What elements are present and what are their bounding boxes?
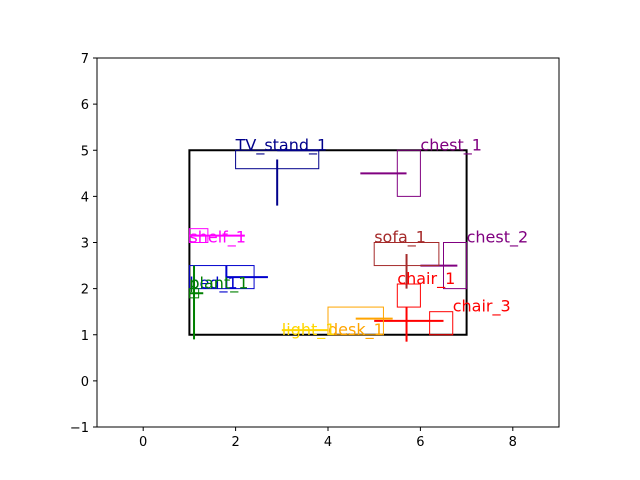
object-label: desk_1: [328, 320, 384, 340]
object-plant_1: plant_1: [188, 265, 248, 340]
object-light_1: light_1: [281, 320, 336, 340]
object-chair_3: chair_3: [374, 297, 511, 342]
y-tick-label: 3: [81, 237, 89, 252]
object-label: sofa_1: [374, 228, 426, 248]
object-chair_1: chair_1: [396, 269, 455, 308]
object-label: chair_3: [453, 297, 511, 317]
object-bed_1: bed_1: [188, 265, 268, 294]
object-chest_1: chest_1: [360, 135, 482, 197]
object-label: chair_1: [397, 269, 455, 289]
object-label: shelf_1: [189, 228, 246, 248]
object-box: [429, 311, 454, 336]
y-tick-label: 2: [81, 283, 89, 298]
y-tick-label: 7: [81, 52, 89, 67]
y-tick-label: 0: [81, 375, 89, 390]
object-shelf_1: shelf_1: [188, 228, 246, 248]
object-label: TV_stand_1: [235, 135, 328, 155]
object-label: plant_1: [189, 274, 248, 294]
object-label: chest_1: [420, 135, 482, 155]
ticks-layer: 0 2 4 6 8 −1 0 1 2 3 4 5 6 7: [70, 52, 517, 450]
y-tick-label: 1: [81, 329, 89, 344]
y-tick-label: −1: [70, 421, 89, 436]
object-desk_1: desk_1: [327, 306, 393, 340]
object-label: bed_1: [189, 274, 237, 294]
object-sofa_1: sofa_1: [373, 228, 440, 289]
object-TV_stand_1: TV_stand_1: [235, 135, 328, 206]
object-box: [396, 283, 421, 308]
y-tick-label: 6: [81, 98, 89, 113]
x-tick-label: 6: [416, 435, 424, 450]
y-tick-label: 5: [81, 144, 89, 159]
y-tick-label: 4: [81, 190, 89, 205]
x-tick-label: 8: [509, 435, 517, 450]
object-label: chest_2: [467, 228, 529, 248]
x-tick-label: 4: [324, 435, 332, 450]
object-box: [327, 306, 384, 336]
object-label: light_1: [282, 320, 336, 340]
x-tick-label: 2: [231, 435, 239, 450]
objects-layer: TV_stand_1 chest_1 chest_2 sofa_1 shelf_1bed…: [188, 135, 529, 342]
x-tick-label: 0: [139, 435, 147, 450]
